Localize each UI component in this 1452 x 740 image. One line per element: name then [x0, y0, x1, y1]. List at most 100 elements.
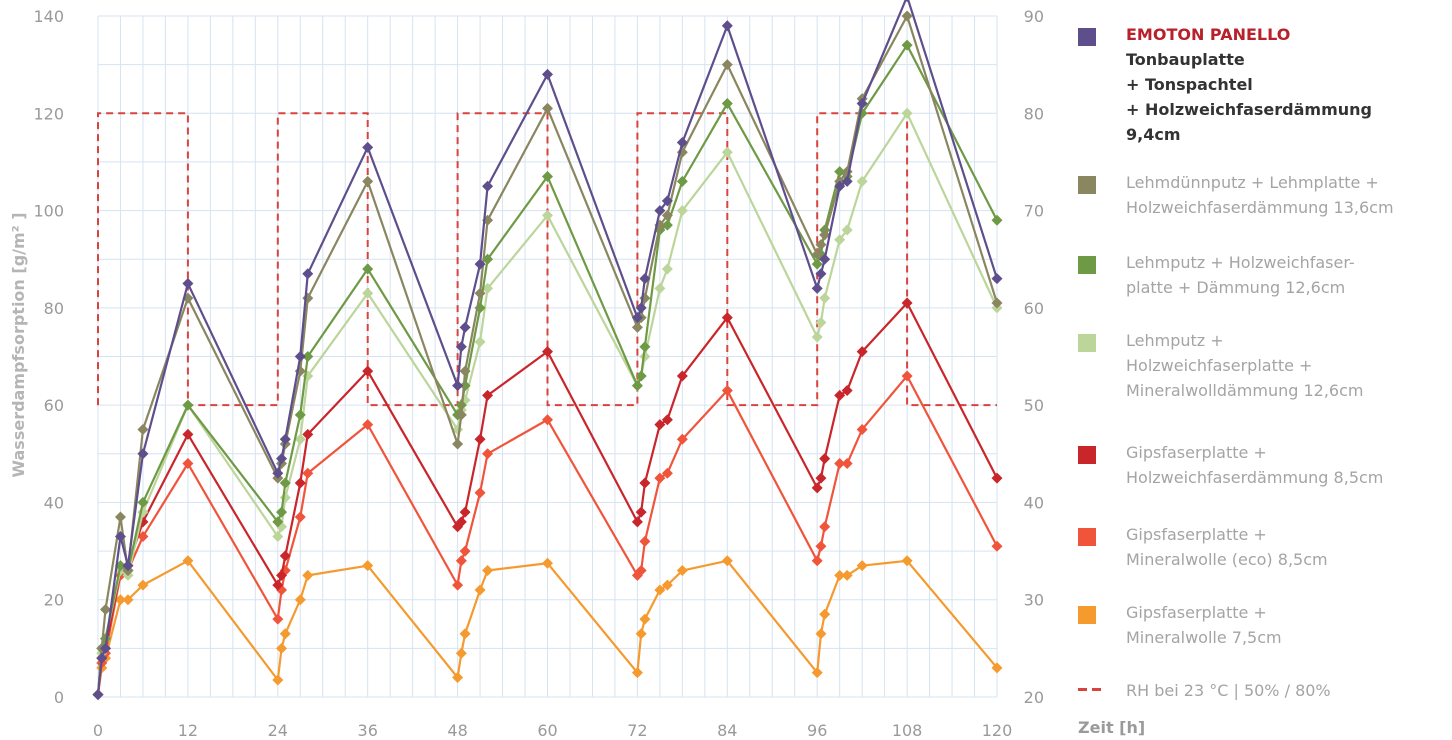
legend-line: + Holzweichfaserdämmung: [1126, 100, 1372, 119]
data-point: [635, 565, 647, 577]
legend-label: Lehmdünnputz + Lehmplatte + Holzweichfase…: [1126, 170, 1394, 220]
data-point: [452, 672, 464, 684]
data-point: [455, 647, 467, 659]
data-point: [841, 385, 853, 397]
data-point: [137, 579, 149, 591]
data-point: [276, 642, 288, 654]
data-point: [542, 414, 553, 426]
data-point: [815, 628, 827, 640]
data-point: [856, 175, 868, 187]
data-point: [901, 297, 913, 309]
legend-line: Gipsfaserplatte +: [1126, 603, 1267, 622]
legend-line: Holzweichfaserdämmung 13,6cm: [1126, 198, 1394, 217]
data-point: [901, 39, 913, 51]
x-axis-title: Zeit [h]: [1078, 718, 1146, 737]
data-point: [455, 409, 467, 421]
data-point: [661, 209, 673, 221]
data-point: [474, 258, 486, 270]
data-point: [114, 530, 126, 542]
legend-swatch: [1078, 446, 1096, 464]
y2-tick-label: 70: [1024, 202, 1044, 221]
data-point: [459, 506, 471, 518]
legend-swatch: [1078, 28, 1096, 46]
series-layer: [92, 0, 1003, 701]
data-point: [661, 579, 673, 591]
data-point: [661, 467, 673, 479]
data-point: [834, 389, 846, 401]
data-point: [676, 205, 688, 217]
legend-line: EMOTON PANELLO: [1126, 25, 1291, 44]
data-point: [272, 530, 284, 542]
data-point: [272, 467, 284, 479]
data-point: [654, 205, 666, 217]
data-point: [811, 667, 823, 679]
data-point: [639, 613, 651, 625]
data-point: [542, 68, 553, 80]
x-tick-label: 96: [807, 721, 827, 740]
data-point: [474, 584, 486, 596]
x-tick-label: 120: [982, 721, 1013, 740]
data-point: [676, 136, 688, 148]
legend-label: Gipsfaserplatte + Mineralwolle 7,5cm: [1126, 600, 1282, 650]
data-point: [459, 321, 471, 333]
data-point: [482, 282, 494, 294]
legend-swatch: [1078, 256, 1096, 274]
data-point: [182, 278, 194, 290]
data-point: [542, 557, 553, 569]
data-point: [654, 584, 666, 596]
data-point: [452, 380, 464, 392]
data-point: [815, 239, 827, 251]
data-point: [654, 419, 666, 431]
y-tick-label: 60: [44, 396, 64, 415]
data-point: [676, 370, 688, 382]
data-point: [721, 312, 733, 324]
y2-tick-label: 80: [1024, 104, 1044, 123]
data-point: [482, 389, 494, 401]
y2-tick-label: 50: [1024, 396, 1044, 415]
data-point: [279, 628, 291, 640]
x-tick-label: 108: [892, 721, 923, 740]
y-tick-label: 20: [44, 591, 64, 610]
data-point: [452, 579, 464, 591]
x-tick-label: 24: [268, 721, 288, 740]
data-point: [654, 282, 666, 294]
data-point: [362, 560, 374, 572]
x-axis: 0 12 24 36 48 60 72 84 96 108 120: [93, 721, 1012, 740]
legend-line: 9,4cm: [1126, 125, 1181, 144]
data-point: [635, 506, 647, 518]
data-point: [811, 248, 823, 260]
series-line: [96, 559, 998, 695]
legend-line: + Tonspachtel: [1126, 75, 1253, 94]
data-point: [459, 628, 471, 640]
series-line: [96, 14, 999, 695]
legend-item: Lehmdünnputz + Lehmplatte + Holzweichfase…: [1078, 170, 1394, 220]
legend-line: Mineralwolldämmung 12,6cm: [1126, 381, 1364, 400]
legend-line: Lehmputz + Holzweichfaser-: [1126, 253, 1355, 272]
data-point: [819, 453, 831, 465]
legend-line: Mineralwolle (eco) 8,5cm: [1126, 550, 1328, 569]
series-line: [96, 301, 998, 695]
data-point: [815, 316, 827, 328]
data-point: [661, 219, 673, 231]
data-point: [841, 224, 853, 236]
legend-dash-swatch: [1078, 688, 1104, 691]
legend-swatch: [1078, 528, 1096, 546]
legend-line: Holzweichfaserplatte +: [1126, 356, 1313, 375]
data-point: [362, 175, 374, 187]
data-point: [721, 59, 733, 71]
data-point: [276, 506, 288, 518]
data-point: [455, 341, 467, 353]
data-point: [294, 351, 306, 362]
y-axis-title: Wasserdampfsorption [g/m² ]: [9, 212, 28, 477]
data-point: [631, 312, 643, 324]
data-point: [991, 662, 1003, 674]
series-line: [96, 374, 998, 695]
data-point: [272, 516, 284, 528]
data-point: [639, 477, 651, 489]
legend-swatch: [1078, 606, 1096, 624]
data-point: [991, 297, 1003, 309]
data-point: [901, 555, 913, 567]
data-point: [635, 370, 647, 382]
data-point: [362, 419, 374, 431]
